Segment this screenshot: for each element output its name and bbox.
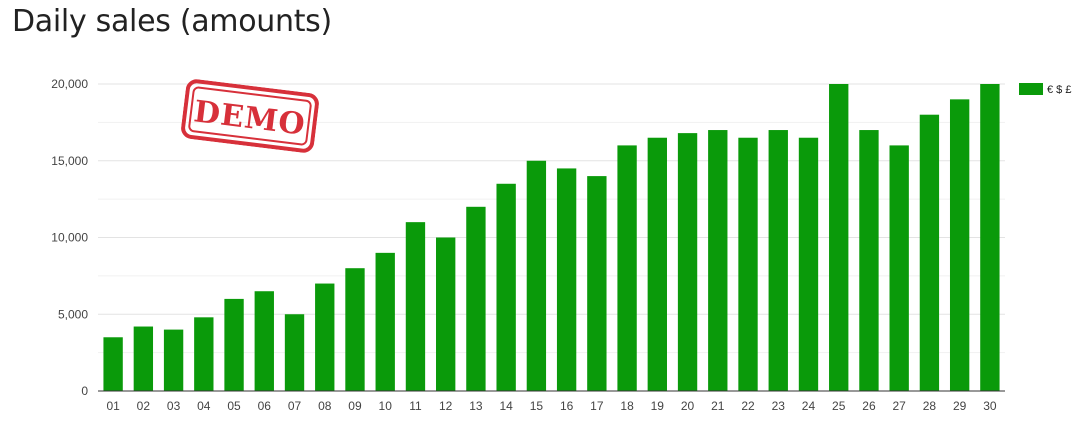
bar-day-09[interactable]	[345, 268, 365, 391]
x-tick-label: 15	[530, 399, 544, 413]
bars	[103, 84, 1000, 392]
x-tick-label: 05	[227, 399, 241, 413]
bar-day-12[interactable]	[436, 237, 456, 392]
demo-stamp-text: DEMO	[192, 94, 308, 142]
x-axis-ticks: 01 02 03 04 05 06 07 08 09 10 11 12 13 14 15 16 17 18 19 20…	[106, 399, 996, 413]
bar-day-23[interactable]	[768, 130, 788, 392]
bar-day-08[interactable]	[315, 283, 335, 391]
bar-day-22[interactable]	[738, 137, 758, 391]
x-tick-label: 06	[258, 399, 272, 413]
bar-day-04[interactable]	[194, 317, 214, 391]
bar-day-14[interactable]	[496, 183, 516, 391]
y-tick-label: 10,000	[51, 231, 88, 245]
bar-day-17[interactable]	[587, 176, 607, 391]
bar-day-10[interactable]	[375, 252, 395, 391]
x-tick-label: 03	[167, 399, 181, 413]
x-tick-label: 25	[832, 399, 846, 413]
bar-day-27[interactable]	[889, 145, 909, 391]
x-tick-label: 20	[681, 399, 695, 413]
bar-day-18[interactable]	[617, 145, 637, 391]
x-tick-label: 12	[439, 399, 453, 413]
bar-day-20[interactable]	[677, 133, 698, 391]
legend[interactable]: € $ £	[1019, 83, 1071, 96]
bar-day-11[interactable]	[405, 222, 426, 391]
bar-day-24[interactable]	[798, 137, 819, 391]
y-tick-label: 5,000	[58, 307, 88, 321]
x-tick-label: 10	[379, 399, 393, 413]
bar-day-29[interactable]	[949, 99, 970, 391]
demo-stamp: DEMO	[181, 79, 319, 153]
x-tick-label: 07	[288, 399, 302, 413]
bar-day-16[interactable]	[556, 168, 577, 391]
bar-day-13[interactable]	[466, 206, 486, 391]
bar-day-01[interactable]	[103, 337, 123, 391]
chart-title: Daily sales (amounts)	[12, 4, 332, 39]
x-tick-label: 18	[620, 399, 634, 413]
y-tick-label: 15,000	[51, 154, 88, 168]
bar-day-03[interactable]	[163, 329, 184, 391]
bar-day-02[interactable]	[133, 326, 154, 391]
x-tick-label: 11	[409, 399, 422, 413]
x-tick-label: 14	[499, 399, 513, 413]
x-tick-label: 04	[197, 399, 211, 413]
x-tick-label: 28	[923, 399, 937, 413]
legend-swatch	[1019, 83, 1043, 95]
bar-day-15[interactable]	[526, 160, 547, 391]
y-tick-label: 20,000	[51, 77, 88, 91]
x-tick-label: 16	[560, 399, 574, 413]
y-tick-label: 0	[81, 384, 88, 398]
bar-day-30[interactable]	[980, 84, 1000, 391]
x-tick-label: 24	[802, 399, 816, 413]
x-tick-label: 27	[893, 399, 907, 413]
x-tick-label: 09	[348, 399, 362, 413]
x-tick-label: 21	[711, 399, 725, 413]
bar-day-26[interactable]	[859, 130, 879, 392]
gridlines	[98, 83, 1005, 354]
x-tick-label: 17	[590, 399, 604, 413]
x-tick-label: 01	[106, 399, 120, 413]
x-tick-label: 13	[469, 399, 483, 413]
bar-day-05[interactable]	[224, 298, 244, 391]
legend-label: € $ £	[1047, 84, 1071, 96]
x-tick-label: 30	[983, 399, 997, 413]
x-tick-label: 29	[953, 399, 967, 413]
bar-day-07[interactable]	[284, 314, 305, 391]
bar-day-19[interactable]	[647, 137, 667, 391]
x-tick-label: 22	[741, 399, 755, 413]
x-tick-label: 08	[318, 399, 332, 413]
bar-day-06[interactable]	[254, 291, 274, 391]
x-tick-label: 02	[137, 399, 151, 413]
x-tick-label: 19	[651, 399, 665, 413]
x-tick-label: 23	[772, 399, 786, 413]
y-axis-ticks: 0 5,000 10,000 15,000 20,000	[51, 77, 88, 398]
bar-day-21[interactable]	[708, 130, 728, 392]
bar-day-25[interactable]	[829, 84, 849, 391]
x-tick-label: 26	[862, 399, 876, 413]
bar-day-28[interactable]	[919, 114, 940, 391]
